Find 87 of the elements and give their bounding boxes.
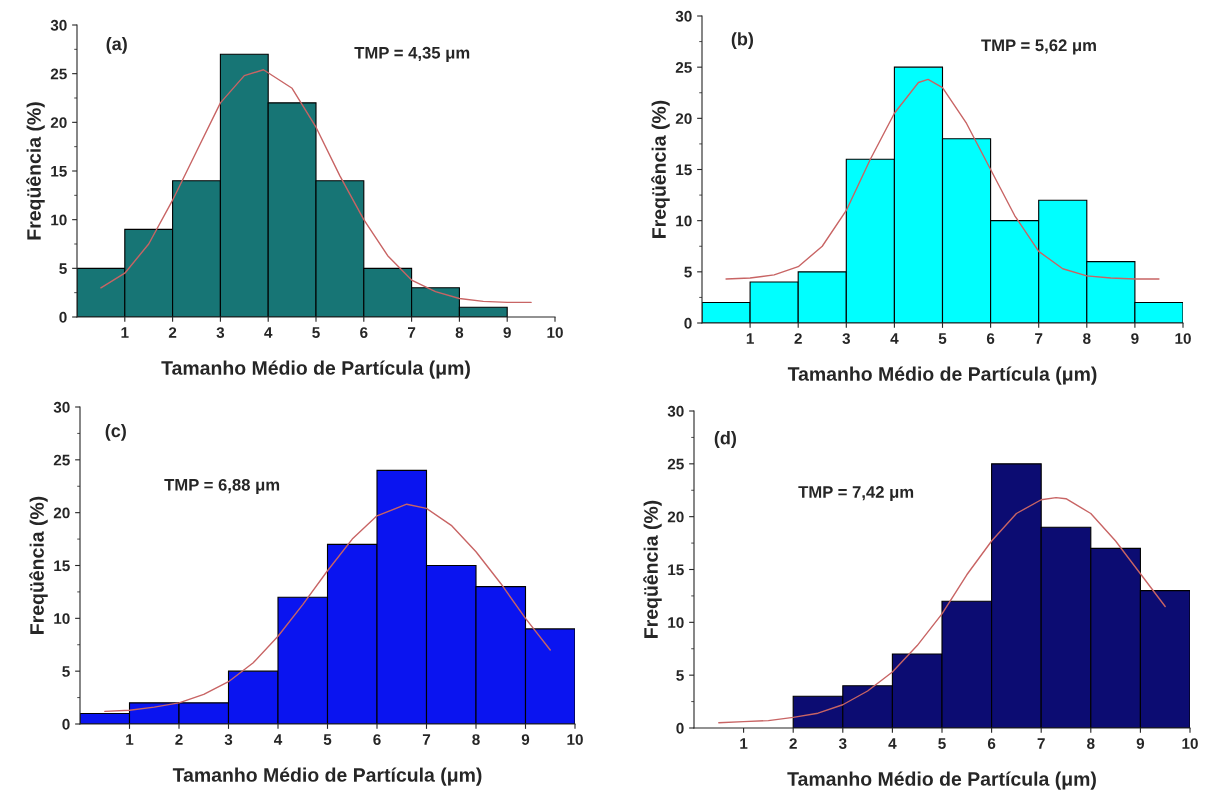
annotation: (d) bbox=[714, 431, 736, 448]
y-tick-label: 15 bbox=[54, 560, 70, 572]
y-tick-label: 20 bbox=[667, 511, 684, 523]
y-axis-title: Freqüência (%) bbox=[643, 500, 662, 638]
x-axis-title: Tamanho Médio de Partícula (μm) bbox=[172, 767, 482, 786]
x-tick-label: 2 bbox=[789, 738, 797, 749]
y-tick-label: 30 bbox=[53, 401, 70, 413]
x-tick-label: 3 bbox=[838, 738, 847, 749]
y-tick-label: 30 bbox=[675, 10, 692, 22]
y-tick-label: 10 bbox=[54, 613, 70, 625]
x-tick-label: 5 bbox=[938, 738, 946, 749]
y-tick-label: 30 bbox=[667, 405, 684, 417]
x-tick-label: 10 bbox=[1182, 738, 1198, 749]
y-axis-title: Freqüência (%) bbox=[29, 496, 48, 634]
annotation: (b) bbox=[731, 32, 754, 49]
y-tick-label: 15 bbox=[51, 166, 67, 177]
x-tick-label: 8 bbox=[1083, 333, 1091, 344]
y-tick-label: 0 bbox=[62, 718, 70, 730]
y-tick-label: 0 bbox=[684, 317, 692, 329]
x-tick-label: 4 bbox=[888, 738, 897, 749]
x-tick-label: 3 bbox=[224, 734, 233, 745]
x-tick-label: 8 bbox=[455, 327, 464, 338]
x-tick-label: 8 bbox=[1087, 738, 1095, 749]
x-tick-label: 7 bbox=[1035, 333, 1043, 344]
x-tick-label: 10 bbox=[1175, 333, 1191, 344]
x-tick-label: 1 bbox=[121, 327, 129, 338]
y-tick-label: 5 bbox=[59, 263, 67, 275]
x-tick-label: 9 bbox=[1131, 333, 1139, 344]
x-tick-label: 1 bbox=[746, 333, 754, 344]
x-tick-label: 4 bbox=[273, 734, 283, 745]
x-tick-label: 6 bbox=[987, 738, 996, 749]
y-tick-label: 20 bbox=[675, 113, 692, 125]
x-tick-label: 4 bbox=[890, 333, 899, 344]
annotation: TMP = 5,62 μm bbox=[981, 39, 1096, 55]
y-tick-label: 5 bbox=[676, 670, 684, 681]
x-tick-label: 9 bbox=[1136, 738, 1145, 749]
x-tick-label: 6 bbox=[360, 327, 368, 338]
x-axis-title: Tamanho Médio de Partícula (μm) bbox=[787, 771, 1096, 790]
y-axis-title: Freqüência (%) bbox=[651, 100, 670, 238]
annotation: TMP = 7,42 μm bbox=[798, 486, 914, 502]
y-tick-label: 15 bbox=[668, 564, 684, 576]
annotation: (c) bbox=[105, 423, 126, 441]
x-tick-label: 6 bbox=[373, 734, 381, 745]
x-tick-label: 9 bbox=[503, 327, 511, 338]
y-tick-label: 15 bbox=[676, 164, 692, 176]
y-tick-label: 5 bbox=[62, 666, 70, 677]
x-tick-label: 3 bbox=[842, 333, 850, 344]
x-tick-label: 9 bbox=[521, 734, 530, 745]
x-tick-label: 2 bbox=[175, 734, 183, 745]
x-tick-label: 5 bbox=[938, 333, 947, 344]
y-tick-label: 20 bbox=[50, 117, 67, 129]
line-series bbox=[104, 503, 551, 713]
x-tick-label: 1 bbox=[740, 738, 748, 749]
x-tick-label: 6 bbox=[986, 333, 995, 344]
x-axis-title: Tamanho Médio de Partícula (μm) bbox=[161, 360, 470, 379]
y-tick-label: 25 bbox=[50, 68, 67, 80]
annotation: TMP = 4,35 μm bbox=[354, 46, 470, 62]
y-tick-label: 10 bbox=[51, 214, 67, 226]
y-tick-label: 10 bbox=[668, 617, 684, 629]
annotation: TMP = 6,88 μm bbox=[164, 478, 280, 494]
line-series bbox=[725, 78, 1160, 280]
x-tick-label: 5 bbox=[312, 327, 320, 338]
x-tick-label: 5 bbox=[323, 734, 332, 745]
x-tick-label: 2 bbox=[168, 327, 177, 338]
y-tick-label: 30 bbox=[50, 19, 67, 31]
y-tick-label: 0 bbox=[676, 722, 684, 734]
x-tick-label: 1 bbox=[126, 734, 134, 745]
x-tick-label: 4 bbox=[264, 327, 273, 338]
y-tick-label: 0 bbox=[59, 311, 67, 323]
x-tick-label: 10 bbox=[567, 734, 583, 745]
y-tick-label: 10 bbox=[676, 215, 692, 227]
x-tick-label: 8 bbox=[472, 734, 480, 745]
y-tick-label: 25 bbox=[675, 62, 692, 73]
line-series bbox=[100, 69, 532, 304]
x-axis-title: Tamanho Médio de Partícula (μm) bbox=[787, 366, 1097, 385]
x-tick-label: 3 bbox=[216, 327, 225, 338]
x-tick-label: 10 bbox=[547, 327, 563, 338]
x-tick-label: 7 bbox=[408, 327, 416, 338]
annotation: (a) bbox=[106, 37, 127, 54]
y-axis-title: Freqüência (%) bbox=[26, 102, 45, 240]
y-tick-label: 25 bbox=[53, 454, 70, 466]
x-tick-label: 7 bbox=[422, 734, 431, 745]
y-tick-label: 25 bbox=[667, 458, 684, 470]
y-tick-label: 20 bbox=[53, 507, 70, 519]
y-tick-label: 5 bbox=[684, 266, 692, 278]
x-tick-label: 7 bbox=[1037, 738, 1045, 749]
x-tick-label: 2 bbox=[794, 333, 802, 344]
